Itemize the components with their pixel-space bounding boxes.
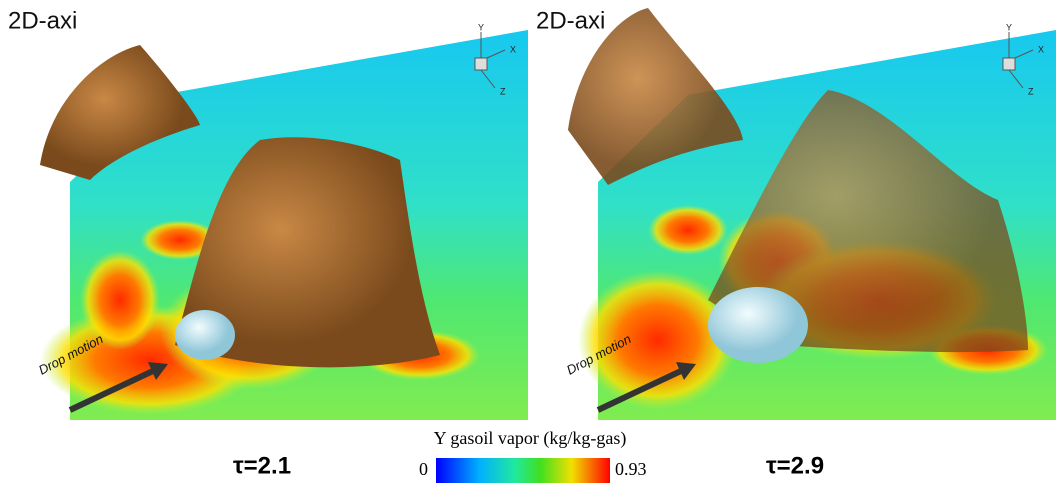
axis-z — [480, 69, 496, 89]
vapor-region — [140, 220, 220, 260]
axis-label: X — [510, 44, 516, 54]
time-label: τ=2.9 — [766, 452, 824, 479]
panel-label: 2D-axi — [8, 7, 77, 34]
vapor-region — [648, 205, 728, 255]
time-label: τ=2.1 — [233, 452, 291, 479]
drop — [175, 310, 235, 360]
motion-arrow-head — [148, 362, 168, 380]
axis-label: Y — [478, 22, 484, 32]
vapor-region — [578, 270, 738, 410]
liquid-sheet — [175, 137, 440, 368]
colorbar-title: Y gasoil vapor (kg/kg-gas) — [434, 428, 627, 449]
motion-arrow — [68, 367, 157, 413]
panel-label: 2D-axi — [536, 7, 605, 34]
axi-sheet — [40, 45, 200, 180]
axis-label: X — [1038, 44, 1044, 54]
motion-arrow — [596, 367, 685, 413]
axis-label: Z — [500, 86, 506, 96]
axis-cube — [474, 57, 488, 71]
axis-label: Z — [1028, 86, 1034, 96]
liquid-sheet — [708, 90, 1028, 353]
colorbar-max: 0.93 — [615, 459, 647, 479]
axis-z — [1008, 69, 1024, 89]
colorbar-min: 0 — [419, 459, 428, 479]
vapor-region — [80, 250, 160, 350]
axis-x — [1014, 49, 1034, 59]
axis-label: Y — [1006, 22, 1012, 32]
axis-x — [486, 49, 506, 59]
axis-cube — [1002, 57, 1016, 71]
drop — [708, 287, 808, 363]
axi-sheet — [568, 8, 743, 185]
motion-arrow-head — [676, 362, 696, 380]
colorbar — [436, 458, 610, 483]
